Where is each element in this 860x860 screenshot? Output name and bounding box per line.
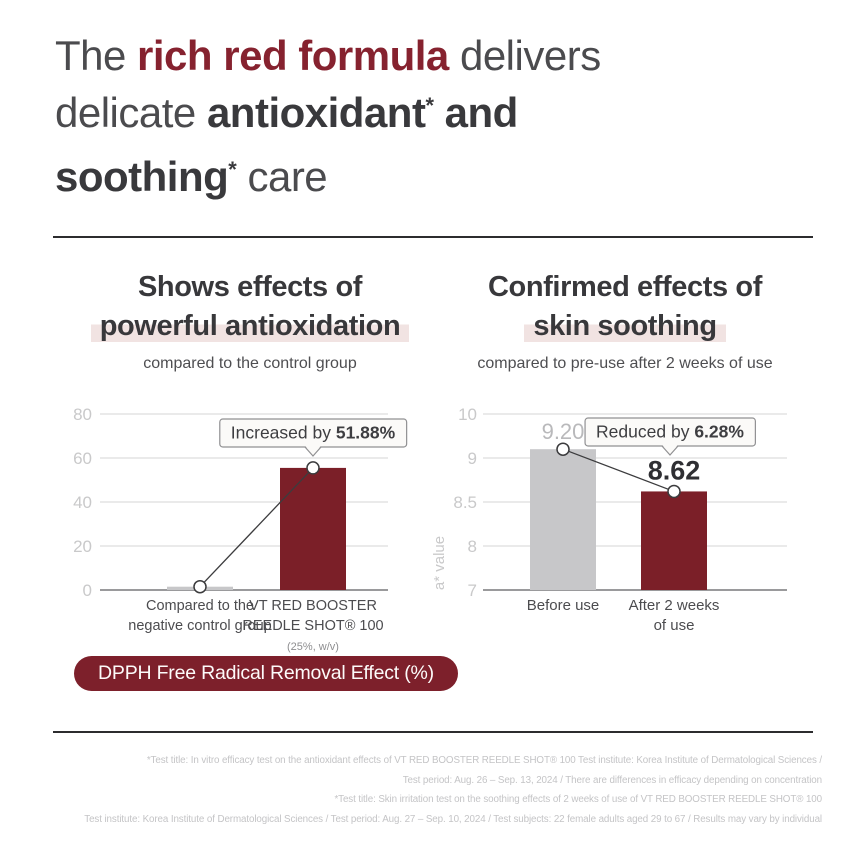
dpph-badge: DPPH Free Radical Removal Effect (%)	[74, 656, 458, 691]
x-axis-label: After 2 weeks of use	[629, 597, 720, 634]
y-axis-title: a* value	[431, 536, 448, 590]
soothing-chart: 10 9 8.5 8 7 a* value Before use 9.20 After 2 we…	[430, 398, 820, 661]
title-text: The	[55, 32, 138, 79]
title-bold-text: antioxidant	[206, 89, 426, 136]
callout-notch	[305, 445, 321, 456]
footnotes: *Test title: In vitro efficacy test on t…	[22, 751, 822, 829]
footnote-line: *Test title: Skin irritation test on the…	[334, 794, 822, 805]
title-bold-text: soothing	[55, 153, 229, 200]
y-tick-label: 0	[83, 581, 92, 600]
connector-line	[562, 448, 675, 493]
footnote-line: Test institute: Korea Institute of Derma…	[84, 813, 822, 825]
antioxidation-chart: 80 60 40 20 0 Compared to the negative control…	[60, 398, 420, 661]
heading-line: Shows effects of	[137, 271, 363, 303]
asterisk-mark: *	[228, 157, 237, 183]
bar	[641, 491, 707, 590]
marker-point	[556, 442, 570, 456]
title-text: delicate	[55, 89, 207, 136]
heading-line: Confirmed effects of	[488, 271, 762, 303]
x-axis-label: Compared to the negative control group	[128, 598, 272, 634]
title-bold-text: and	[433, 89, 519, 136]
marker-point	[306, 461, 320, 475]
heading-line-highlighted: powerful antioxidation	[90, 310, 410, 342]
footnote-line: Test period: Aug. 26 – Sep. 13, 2024 / T…	[402, 774, 822, 786]
y-tick-label: 10	[458, 405, 477, 424]
y-tick-label: 20	[73, 537, 92, 556]
section-heading: Confirmed effects of skin soothing	[430, 268, 820, 346]
soothing-section-header: Confirmed effects of skin soothing compar…	[430, 268, 820, 373]
callout-notch	[662, 444, 678, 455]
section-subtitle: compared to the control group	[143, 355, 357, 372]
y-tick-label: 8.5	[453, 493, 477, 512]
y-tick-label: 80	[73, 405, 92, 424]
callout-notch-border	[304, 446, 322, 457]
title-text: delivers	[448, 32, 601, 79]
antioxidation-section-header: Shows effects of powerful antioxidation c…	[50, 268, 450, 373]
heading-line-highlighted: skin soothing	[524, 310, 726, 342]
bottom-divider	[53, 731, 813, 733]
y-tick-label: 9	[468, 449, 477, 468]
callout-text: Reduced by 6.28%	[596, 422, 744, 442]
top-divider	[53, 236, 813, 238]
bar	[530, 449, 596, 590]
callout-text: Increased by 51.88%	[231, 423, 396, 443]
marker-point	[193, 579, 207, 594]
asterisk-mark: *	[425, 93, 434, 119]
x-axis-label: Before use	[527, 597, 600, 614]
section-subtitle: compared to pre-use after 2 weeks of use	[477, 355, 773, 372]
callout-notch-border	[661, 445, 679, 456]
connector-line	[199, 467, 314, 588]
marker-point	[667, 484, 681, 499]
x-axis-sublabel: (25%, w/v)	[287, 641, 339, 653]
y-tick-label: 8	[468, 537, 477, 556]
footnote-line: *Test title: In vitro efficacy test on t…	[146, 755, 822, 766]
y-tick-label: 40	[73, 493, 92, 512]
bar	[280, 467, 346, 590]
section-heading: Shows effects of powerful antioxidation	[50, 268, 450, 346]
title-highlight-red: rich red formula	[137, 32, 449, 79]
x-axis-label: VT RED BOOSTER REEDLE SHOT® 100	[242, 598, 383, 634]
bar-chart-canvas: 10 9 8.5 8 7 a* value Before use 9.20 After 2 we…	[431, 405, 787, 634]
y-tick-label: 7	[468, 581, 477, 600]
main-title: The rich red formula delivers delicate a…	[55, 27, 601, 212]
bar-chart-canvas: 80 60 40 20 0 Compared to the negative control…	[73, 405, 408, 653]
value-label: 9.20	[542, 419, 585, 444]
y-tick-label: 60	[73, 449, 92, 468]
value-label: 8.62	[648, 455, 701, 485]
title-text: care	[236, 153, 328, 200]
